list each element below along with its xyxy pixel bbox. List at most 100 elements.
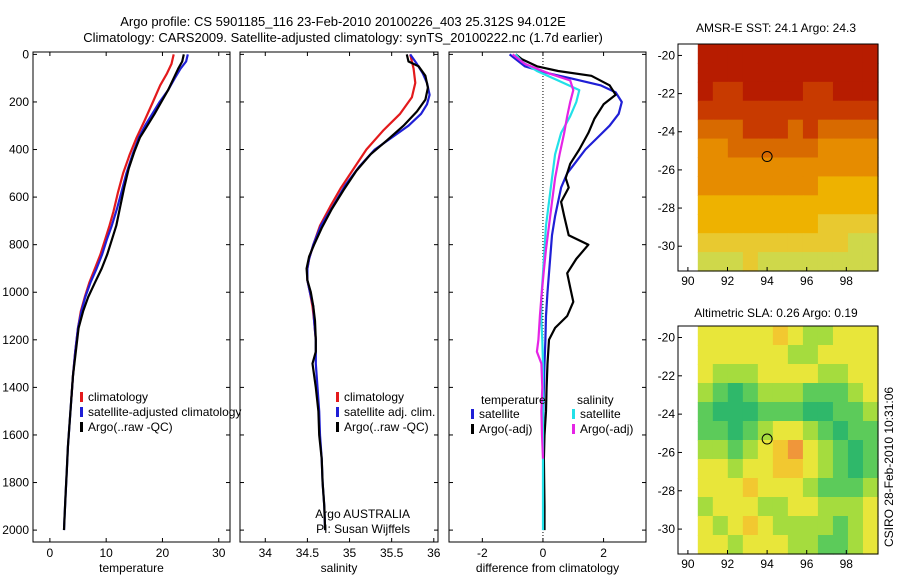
map-cell <box>757 402 774 422</box>
map-y-tick-label: -24 <box>658 407 676 421</box>
map-cell <box>832 402 849 422</box>
map-cell <box>847 478 864 498</box>
map-cell <box>757 157 774 178</box>
y-tick-label: 0 <box>22 47 29 61</box>
map-cell <box>817 478 834 498</box>
map-cell <box>817 81 834 102</box>
map-cell <box>802 138 819 159</box>
map-cell <box>742 383 759 403</box>
map-cell <box>727 138 744 159</box>
x-axis-label: salinity <box>321 561 358 575</box>
series-argo-line <box>305 54 429 531</box>
legend-label: Argo(..raw -QC) <box>344 420 429 434</box>
legend-label: satellite-adjusted climatology <box>88 405 241 419</box>
series-climatology-line <box>306 54 417 340</box>
map-cell <box>772 195 789 215</box>
map-cell <box>832 214 849 234</box>
map-x-tick-label: 90 <box>681 557 695 571</box>
map-cell <box>847 81 864 102</box>
map-cell <box>802 535 819 555</box>
map-cell <box>817 252 834 272</box>
map-cell <box>802 326 819 346</box>
map-y-tick-label: -20 <box>658 48 676 62</box>
map-cell <box>787 459 804 479</box>
map-cell <box>817 157 834 178</box>
map-cell <box>742 326 759 346</box>
map-cell <box>802 233 819 253</box>
map-cell <box>742 497 759 517</box>
y-tick-label: 1000 <box>2 285 29 299</box>
legend-swatch <box>572 409 575 419</box>
map-cell <box>787 81 804 102</box>
map-cell <box>862 157 879 178</box>
series-satellite-line <box>508 53 623 436</box>
map-cell <box>832 119 849 140</box>
map-cell <box>757 345 774 365</box>
map-cell <box>742 119 759 140</box>
map-cell <box>697 176 714 196</box>
map-cell <box>772 214 789 234</box>
map-cell <box>832 440 849 460</box>
map-cell <box>802 497 819 517</box>
map-cell <box>787 157 804 178</box>
map-cell <box>727 383 744 403</box>
map-cell <box>787 252 804 272</box>
map-cell <box>742 402 759 422</box>
map-cell <box>742 516 759 536</box>
map-cell <box>787 345 804 365</box>
map-cell <box>817 233 834 253</box>
map-cell <box>817 62 834 83</box>
map-cell <box>817 516 834 536</box>
map-cell <box>742 233 759 253</box>
map-cell <box>862 478 879 498</box>
map-cell <box>772 497 789 517</box>
map-cell <box>727 440 744 460</box>
map-cell <box>757 62 774 83</box>
map-cell <box>847 44 864 64</box>
map-cell <box>727 195 744 215</box>
legend-label: Argo(-adj) <box>580 422 633 436</box>
map-cell <box>757 195 774 215</box>
map-cell <box>817 176 834 196</box>
map-cell <box>817 345 834 365</box>
map-cell <box>712 516 729 536</box>
y-tick-label: 1200 <box>2 333 29 347</box>
argo-position-marker <box>761 151 773 163</box>
map-x-tick-label: 96 <box>800 557 814 571</box>
map-cell <box>862 100 879 121</box>
map-x-tick-label: 94 <box>760 557 774 571</box>
map-cell <box>847 497 864 517</box>
map-cell <box>802 100 819 121</box>
map-cell <box>712 402 729 422</box>
map-cell <box>697 345 714 365</box>
map-cell <box>697 497 714 517</box>
map-cell <box>727 364 744 384</box>
map-cell <box>697 233 714 253</box>
map-cell <box>757 81 774 102</box>
y-tick-label: 1400 <box>2 380 29 394</box>
map-cell <box>697 459 714 479</box>
legend-label: satellite <box>479 407 520 421</box>
map-cell <box>787 421 804 441</box>
map-cell <box>712 81 729 102</box>
map-cell <box>817 326 834 346</box>
y-tick-label: 800 <box>9 238 29 252</box>
map-cell <box>787 402 804 422</box>
map-cell <box>847 62 864 83</box>
map-cell <box>862 516 879 536</box>
map-cell <box>832 233 849 253</box>
map-cell <box>862 402 879 422</box>
y-tick-label: 600 <box>9 190 29 204</box>
map-cell <box>817 497 834 517</box>
map-cell <box>802 44 819 64</box>
map-cell <box>697 421 714 441</box>
map-cell <box>862 326 879 346</box>
map-cell <box>697 62 714 83</box>
map-cell <box>712 138 729 159</box>
map-cell <box>847 516 864 536</box>
map-cell <box>697 195 714 215</box>
map-cell <box>802 81 819 102</box>
map-cell <box>712 478 729 498</box>
map-cell <box>772 81 789 102</box>
map-x-tick-label: 92 <box>721 557 735 571</box>
